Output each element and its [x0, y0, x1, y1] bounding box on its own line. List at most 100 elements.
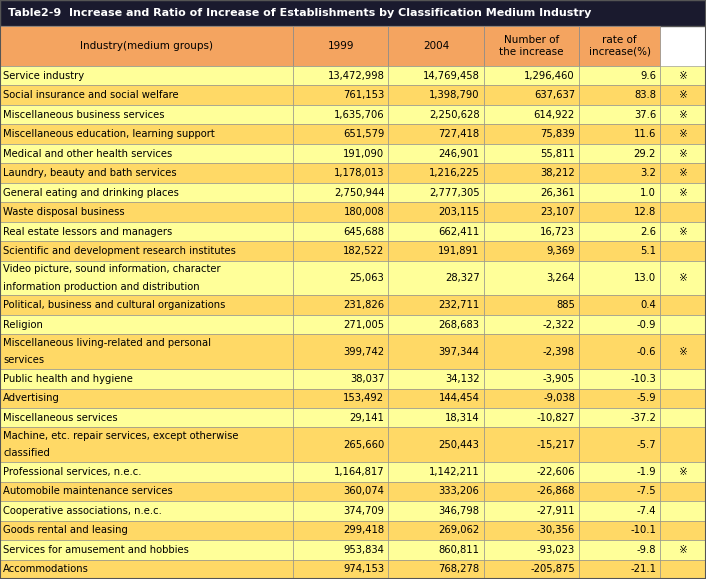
Text: rate of
increase(%): rate of increase(%): [589, 35, 650, 57]
Text: 250,443: 250,443: [438, 440, 479, 450]
Text: 1,635,706: 1,635,706: [334, 109, 384, 120]
Bar: [484, 540, 579, 559]
Text: Miscellaneous living-related and personal: Miscellaneous living-related and persona…: [3, 338, 211, 348]
Bar: [579, 462, 660, 482]
Bar: [484, 261, 579, 295]
Bar: [0, 482, 293, 501]
Text: -9.8: -9.8: [637, 545, 656, 555]
Bar: [293, 124, 388, 144]
Bar: [484, 521, 579, 540]
Text: Political, business and cultural organizations: Political, business and cultural organiz…: [3, 300, 225, 310]
Bar: [484, 86, 579, 105]
Text: 346,798: 346,798: [438, 506, 479, 516]
Bar: [579, 183, 660, 203]
Bar: [660, 369, 706, 389]
Text: Medical and other health services: Medical and other health services: [3, 149, 172, 159]
Bar: [484, 203, 579, 222]
Bar: [0, 369, 293, 389]
Text: 13.0: 13.0: [634, 273, 656, 283]
Text: 2.6: 2.6: [640, 226, 656, 237]
Text: -5.7: -5.7: [637, 440, 656, 450]
Text: ※: ※: [678, 129, 688, 139]
Text: 11.6: 11.6: [634, 129, 656, 139]
Text: -26,868: -26,868: [537, 486, 575, 496]
Bar: [660, 540, 706, 559]
Text: Services for amusement and hobbies: Services for amusement and hobbies: [3, 545, 189, 555]
Text: -2,322: -2,322: [543, 320, 575, 329]
Bar: [293, 462, 388, 482]
Bar: [388, 241, 484, 261]
Text: -7.5: -7.5: [637, 486, 656, 496]
Text: 271,005: 271,005: [343, 320, 384, 329]
Bar: [484, 105, 579, 124]
Bar: [484, 163, 579, 183]
Text: 29,141: 29,141: [349, 413, 384, 423]
Text: -10,827: -10,827: [537, 413, 575, 423]
Bar: [660, 559, 706, 579]
Text: -1.9: -1.9: [637, 467, 656, 477]
Bar: [484, 501, 579, 521]
Text: 13,472,998: 13,472,998: [328, 71, 384, 80]
Text: Automobile maintenance services: Automobile maintenance services: [3, 486, 173, 496]
Bar: [579, 105, 660, 124]
Text: 2004: 2004: [423, 41, 449, 51]
Bar: [293, 501, 388, 521]
Text: 1,178,013: 1,178,013: [334, 168, 384, 178]
Bar: [293, 369, 388, 389]
Bar: [660, 521, 706, 540]
Text: 25,063: 25,063: [349, 273, 384, 283]
Text: ※: ※: [678, 467, 688, 477]
Text: 191,090: 191,090: [343, 149, 384, 159]
Bar: [484, 222, 579, 241]
Text: -2,398: -2,398: [543, 347, 575, 357]
Text: 974,153: 974,153: [343, 565, 384, 574]
Text: 645,688: 645,688: [343, 226, 384, 237]
Text: -5.9: -5.9: [637, 393, 656, 403]
Bar: [0, 315, 293, 335]
Text: 1,216,225: 1,216,225: [429, 168, 479, 178]
Bar: [579, 540, 660, 559]
Text: 38,212: 38,212: [540, 168, 575, 178]
Bar: [0, 124, 293, 144]
Bar: [388, 427, 484, 462]
Text: 5.1: 5.1: [640, 246, 656, 256]
Text: ※: ※: [678, 545, 688, 555]
Bar: [388, 482, 484, 501]
Bar: [388, 295, 484, 315]
Bar: [0, 295, 293, 315]
Text: 232,711: 232,711: [438, 300, 479, 310]
Text: Goods rental and leasing: Goods rental and leasing: [3, 525, 128, 536]
Text: 28,327: 28,327: [445, 273, 479, 283]
Text: 203,115: 203,115: [438, 207, 479, 217]
Bar: [388, 540, 484, 559]
Bar: [388, 203, 484, 222]
Text: 231,826: 231,826: [343, 300, 384, 310]
Bar: [484, 482, 579, 501]
Bar: [0, 521, 293, 540]
Bar: [579, 521, 660, 540]
Bar: [388, 222, 484, 241]
Bar: [0, 335, 293, 369]
Bar: [0, 203, 293, 222]
Bar: [660, 241, 706, 261]
Text: ※: ※: [678, 90, 688, 100]
Bar: [660, 222, 706, 241]
Bar: [293, 559, 388, 579]
Text: ※: ※: [678, 149, 688, 159]
Text: 662,411: 662,411: [438, 226, 479, 237]
Text: ※: ※: [678, 347, 688, 357]
Text: 23,107: 23,107: [540, 207, 575, 217]
Text: 1.0: 1.0: [640, 188, 656, 197]
Text: 153,492: 153,492: [343, 393, 384, 403]
Text: 191,891: 191,891: [438, 246, 479, 256]
Bar: [0, 241, 293, 261]
Text: 268,683: 268,683: [438, 320, 479, 329]
Bar: [484, 315, 579, 335]
Bar: [388, 183, 484, 203]
Text: ※: ※: [678, 71, 688, 80]
Bar: [579, 427, 660, 462]
Bar: [388, 521, 484, 540]
Bar: [484, 66, 579, 86]
Bar: [0, 559, 293, 579]
Bar: [660, 183, 706, 203]
